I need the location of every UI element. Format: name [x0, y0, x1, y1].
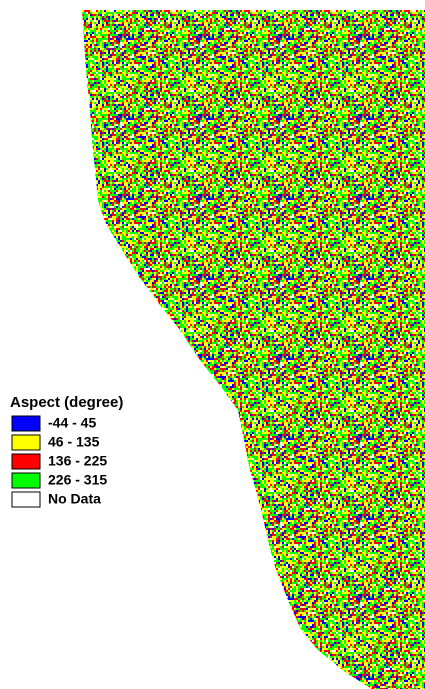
legend-label: 226 - 315 [48, 472, 107, 488]
legend-title: Aspect (degree) [10, 394, 123, 411]
legend-label: 46 - 135 [48, 434, 100, 450]
legend-swatch [11, 472, 41, 489]
legend-label: -44 - 45 [48, 415, 96, 431]
legend-label: 136 - 225 [48, 453, 107, 469]
legend-swatch [11, 434, 41, 451]
legend: Aspect (degree) -44 - 45 46 - 135 136 - 22… [10, 394, 123, 508]
legend-label: No Data [48, 491, 101, 507]
legend-swatch [11, 453, 41, 470]
legend-swatch [11, 415, 41, 432]
legend-swatch [11, 491, 41, 508]
